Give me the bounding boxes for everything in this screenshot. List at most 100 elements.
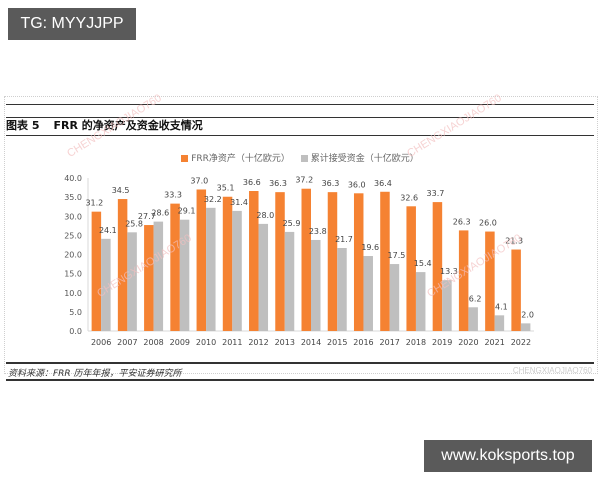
- figure-title-text: FRR 的净资产及资金收支情况: [53, 119, 203, 132]
- legend-swatch-orange: [181, 155, 189, 162]
- x-tick-label: 2019: [432, 338, 452, 347]
- x-tick-label: 2021: [484, 338, 504, 347]
- top-rule: [6, 104, 594, 105]
- data-label: 24.1: [99, 226, 117, 235]
- x-tick-label: 2020: [458, 338, 478, 347]
- bar-cumulative-funds: [101, 238, 111, 331]
- bar-net-assets: [511, 249, 521, 331]
- bar-cumulative-funds: [415, 272, 426, 331]
- data-label: 36.3: [269, 179, 287, 188]
- data-label: 36.0: [348, 180, 366, 189]
- y-tick-label: 5.0: [69, 308, 82, 317]
- data-label: 34.5: [112, 186, 130, 195]
- bar-net-assets: [144, 225, 154, 331]
- bar-net-assets: [275, 192, 285, 331]
- data-label: 21.3: [505, 237, 523, 246]
- bar-net-assets: [406, 206, 416, 331]
- y-tick-label: 0.0: [69, 327, 82, 336]
- x-tick-label: 2015: [327, 338, 347, 347]
- bar-net-assets: [249, 191, 259, 331]
- data-label: 13.3: [440, 267, 458, 276]
- legend-item-cumulative-funds: 累计接受资金（十亿欧元）: [300, 154, 419, 164]
- bar-cumulative-funds: [389, 264, 400, 331]
- x-tick-label: 2008: [143, 338, 163, 347]
- y-tick-label: 20.0: [64, 251, 82, 260]
- data-label: 37.2: [295, 176, 313, 185]
- data-label: 15.4: [414, 259, 432, 268]
- bar-net-assets: [301, 188, 311, 331]
- data-label: 33.3: [164, 191, 182, 200]
- bar-cumulative-funds: [179, 219, 190, 331]
- bar-cumulative-funds: [258, 223, 269, 331]
- legend-item-net-assets: FRR净资产（十亿欧元）: [181, 154, 290, 164]
- x-tick-label: 2006: [91, 338, 111, 347]
- y-tick-label: 40.0: [64, 174, 82, 183]
- x-tick-label: 2016: [353, 338, 373, 347]
- bar-cumulative-funds: [127, 232, 137, 331]
- source-bottom-rule: [6, 379, 594, 381]
- bar-cumulative-funds: [494, 315, 505, 331]
- figure-number: 图表 5: [6, 119, 40, 132]
- data-label: 32.2: [204, 195, 222, 204]
- x-tick-label: 2012: [248, 338, 268, 347]
- figure-title: 图表 5 FRR 的净资产及资金收支情况: [6, 117, 203, 133]
- y-tick-label: 10.0: [64, 289, 82, 298]
- data-label: 21.7: [335, 235, 353, 244]
- bar-cumulative-funds: [232, 210, 242, 331]
- data-label: 33.7: [427, 189, 445, 198]
- source-watermark: CHENGXIAOJIAO760: [512, 366, 592, 375]
- data-label: 32.6: [400, 193, 418, 202]
- bar-net-assets: [117, 199, 128, 331]
- data-label: 31.4: [230, 198, 248, 207]
- x-tick-label: 2022: [511, 338, 531, 347]
- chart-legend: FRR净资产（十亿欧元） 累计接受资金（十亿欧元）: [0, 151, 600, 164]
- bar-net-assets: [196, 189, 207, 331]
- legend-swatch-gray: [300, 155, 308, 162]
- bar-cumulative-funds: [153, 221, 164, 331]
- x-tick-label: 2014: [301, 338, 321, 347]
- bar-net-assets: [485, 231, 495, 331]
- data-label: 23.8: [309, 227, 327, 236]
- x-tick-label: 2009: [170, 338, 190, 347]
- data-label: 35.1: [217, 184, 235, 193]
- bar-net-assets: [222, 196, 233, 331]
- data-label: 17.5: [388, 251, 406, 260]
- bar-cumulative-funds: [206, 207, 216, 331]
- data-label: 26.0: [479, 219, 497, 228]
- x-tick-label: 2017: [380, 338, 400, 347]
- data-label: 2.0: [521, 310, 534, 319]
- bar-cumulative-funds: [337, 247, 347, 331]
- bar-cumulative-funds: [442, 280, 452, 331]
- y-tick-label: 15.0: [64, 270, 82, 279]
- data-label: 26.3: [453, 217, 471, 226]
- bar-net-assets: [353, 193, 364, 331]
- x-tick-label: 2010: [196, 338, 216, 347]
- data-label: 25.8: [125, 219, 143, 228]
- x-tick-label: 2007: [117, 338, 137, 347]
- bar-cumulative-funds: [311, 239, 321, 331]
- y-tick-label: 25.0: [64, 231, 82, 240]
- bar-cumulative-funds: [520, 323, 531, 331]
- bar-net-assets: [458, 230, 469, 331]
- data-label: 31.2: [85, 199, 103, 208]
- bar-net-assets: [170, 203, 180, 331]
- y-tick-label: 30.0: [64, 212, 82, 221]
- x-tick-label: 2018: [406, 338, 426, 347]
- data-label: 28.0: [256, 211, 274, 220]
- figure-frame: [4, 96, 598, 374]
- data-label: 25.9: [283, 219, 301, 228]
- bar-net-assets: [327, 192, 338, 331]
- data-label: 27.7: [138, 212, 156, 221]
- data-label: 28.6: [151, 209, 169, 218]
- title-bottom-rule: [6, 135, 594, 136]
- data-label: 36.4: [374, 179, 392, 188]
- source-top-rule: [6, 362, 594, 364]
- bar-cumulative-funds: [284, 231, 295, 331]
- site-url-badge: www.koksports.top: [424, 440, 592, 472]
- bar-net-assets: [380, 191, 390, 331]
- bar-net-assets: [91, 211, 102, 331]
- tg-label-badge: TG: MYYJJPP: [8, 8, 136, 40]
- x-tick-label: 2011: [222, 338, 242, 347]
- y-tick-label: 35.0: [64, 193, 82, 202]
- source-note: 资料来源：FRR 历年年报，平安证券研究所: [8, 369, 182, 379]
